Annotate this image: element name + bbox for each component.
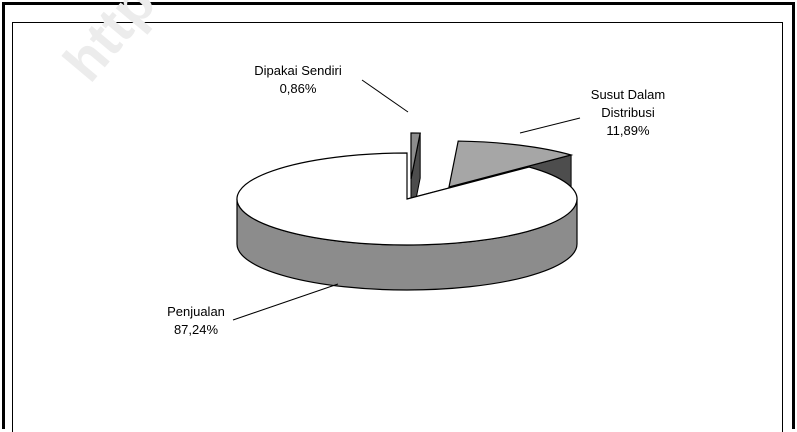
label-dipakai-name: Dipakai Sendiri xyxy=(254,63,342,78)
label-dipakai-value: 0,86% xyxy=(280,81,317,96)
slice-top-susut-dalam-distribusi xyxy=(448,140,574,188)
slice-top-dipakai-sendiri xyxy=(410,132,421,180)
leader-line-dipakai xyxy=(361,79,409,113)
label-susut-name-1: Susut Dalam xyxy=(591,87,665,102)
label-susut-value: 11,89% xyxy=(606,123,650,138)
watermark-text: http xyxy=(51,0,167,93)
label-susut-name-2: Distribusi xyxy=(601,105,655,120)
leader-line-susut xyxy=(519,117,581,134)
slice-top-penjualan xyxy=(236,152,578,246)
leader-line-penjualan xyxy=(232,283,339,321)
pie-slices xyxy=(236,132,578,291)
label-penjualan-value: 87,24% xyxy=(174,322,219,337)
chart-area xyxy=(12,22,783,432)
label-penjualan-name: Penjualan xyxy=(167,304,225,319)
